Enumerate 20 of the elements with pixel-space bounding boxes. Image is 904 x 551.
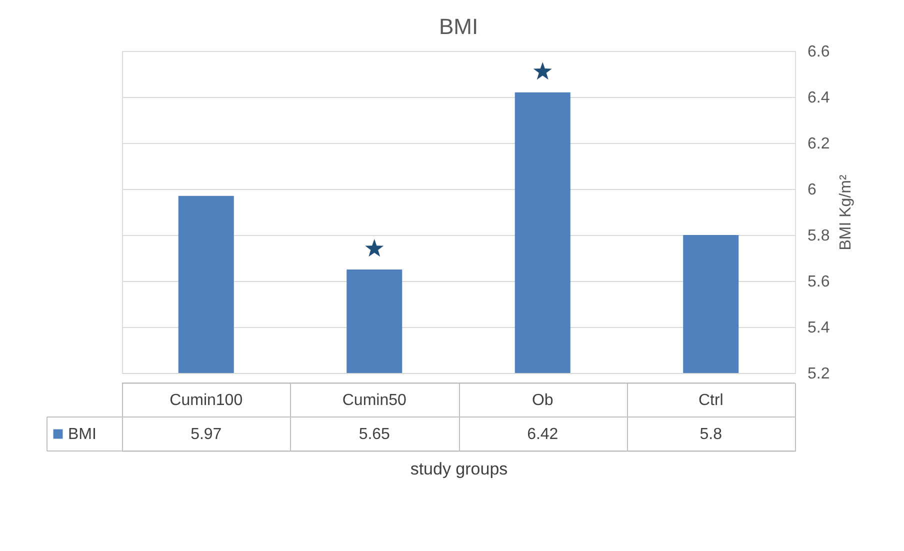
x-tick-label: Cumin100 — [170, 392, 243, 409]
legend-label: BMI — [68, 426, 96, 443]
y-tick-label: 6.6 — [808, 44, 830, 60]
y-tick-label: 5.8 — [808, 228, 830, 244]
y-tick-label: 6.4 — [808, 90, 830, 106]
data-label: 5.65 — [358, 426, 390, 443]
y-tick-label: 5.6 — [808, 274, 830, 290]
y-tick-label: 6 — [808, 182, 816, 198]
y-tick-label: 6.2 — [808, 136, 830, 152]
y-axis-title: BMI Kg/m² — [838, 174, 855, 250]
y-tick-label: 5.4 — [808, 320, 830, 336]
y-tick-label: 5.2 — [808, 366, 830, 382]
data-label: 6.42 — [527, 426, 558, 443]
x-axis-title: study groups — [410, 460, 508, 478]
data-label: 5.8 — [700, 426, 722, 443]
data-label: 5.97 — [190, 426, 222, 443]
x-tick-label: Ctrl — [698, 392, 724, 409]
x-tick-label: Cumin50 — [342, 392, 406, 409]
chart-title: BMI — [438, 14, 478, 39]
x-tick-label: Ob — [532, 392, 554, 409]
